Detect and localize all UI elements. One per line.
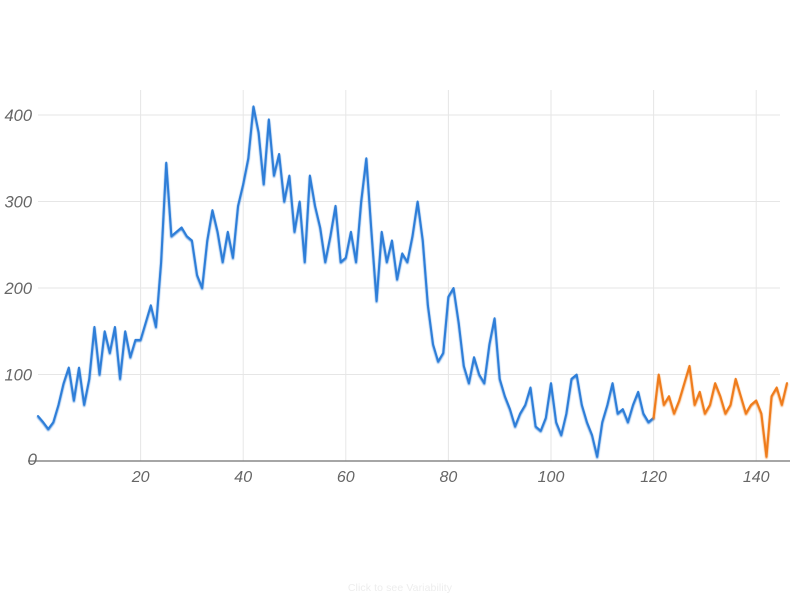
svg-text:0: 0 <box>28 450 38 469</box>
svg-text:100: 100 <box>538 469 565 486</box>
svg-text:20: 20 <box>131 469 150 486</box>
svg-text:40: 40 <box>234 469 252 486</box>
svg-text:300: 300 <box>4 194 32 212</box>
svg-text:60: 60 <box>337 469 355 486</box>
svg-text:120: 120 <box>640 469 667 486</box>
svg-text:140: 140 <box>743 469 770 486</box>
svg-text:200: 200 <box>3 280 32 298</box>
svg-text:400: 400 <box>4 107 32 125</box>
svg-text:80: 80 <box>440 469 458 486</box>
svg-text:100: 100 <box>4 367 32 385</box>
